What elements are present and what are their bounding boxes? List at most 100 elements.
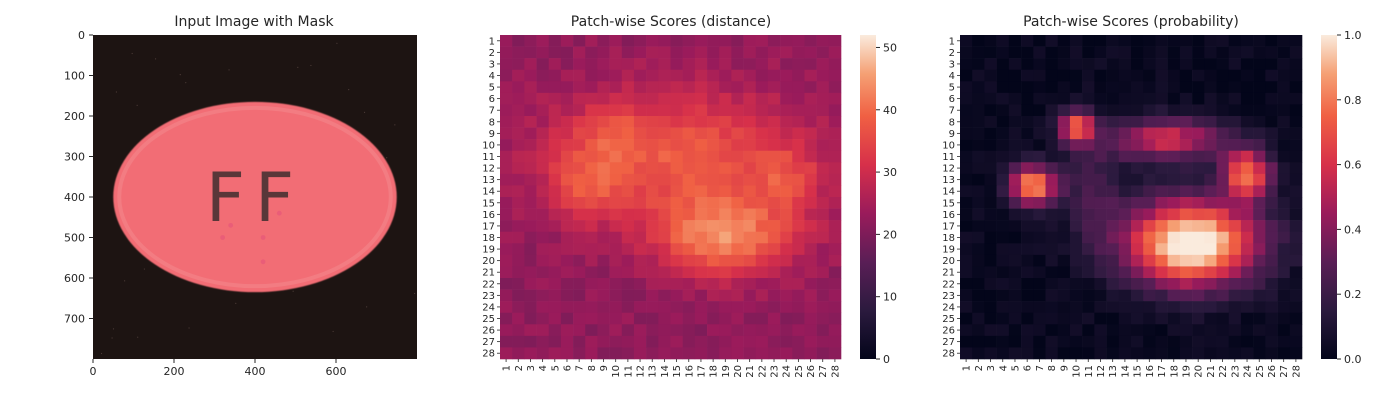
heatmap-cell xyxy=(560,139,574,152)
heatmap-cell xyxy=(816,231,830,244)
heatmap-cell xyxy=(816,301,830,314)
heatmap-cell xyxy=(597,254,610,267)
heatmap-cell xyxy=(731,266,744,279)
heatmap-cell xyxy=(1069,185,1083,198)
x-tick-label: 24 xyxy=(782,365,793,378)
heatmap-cell xyxy=(1216,324,1230,337)
heatmap-cell xyxy=(682,139,696,152)
heatmap-cell xyxy=(792,220,805,233)
heatmap-cell xyxy=(755,162,769,175)
heatmap-cell xyxy=(1192,81,1205,94)
heatmap-cell xyxy=(1216,289,1230,302)
heatmap-cell xyxy=(536,254,550,267)
heatmap-cell xyxy=(743,139,757,152)
heatmap-cell xyxy=(658,254,671,267)
heatmap-cell xyxy=(1289,289,1303,302)
heatmap-cell xyxy=(996,278,1010,290)
heatmap-cell xyxy=(1033,243,1046,256)
heatmap-cell xyxy=(548,116,562,128)
heatmap-cell xyxy=(792,243,805,256)
heatmap-cell xyxy=(670,150,683,163)
y-tick-label: 9 xyxy=(949,129,955,140)
heatmap-cell xyxy=(780,150,793,163)
heatmap-cell xyxy=(658,104,671,117)
heatmap-cell xyxy=(1277,162,1291,175)
heatmap-cell xyxy=(960,324,973,337)
heatmap-cell xyxy=(731,324,744,337)
heatmap-cell xyxy=(755,197,769,209)
heatmap-cell xyxy=(548,104,562,117)
heatmap-cell xyxy=(767,116,781,128)
heatmap-cell xyxy=(500,185,513,198)
heatmap-cell xyxy=(816,35,830,47)
heatmap-cell xyxy=(573,35,586,47)
heatmap-cell xyxy=(670,46,683,59)
heatmap-cell xyxy=(1008,81,1022,94)
x-tick-label: 14 xyxy=(1120,365,1131,378)
heatmap-cell xyxy=(1253,46,1266,59)
heatmap-cell xyxy=(500,197,513,209)
heatmap-cell xyxy=(972,173,985,186)
heatmap-cell xyxy=(1106,127,1120,140)
heatmap-cell xyxy=(560,104,574,117)
heatmap-cell xyxy=(1277,266,1291,279)
heatmap-cell xyxy=(707,335,720,348)
heatmap-cell xyxy=(1131,81,1144,94)
heatmap-cell xyxy=(1094,254,1107,267)
heatmap-cell xyxy=(1045,254,1059,267)
heatmap-cell xyxy=(573,324,586,337)
pill-spot xyxy=(260,235,266,240)
heatmap-cell xyxy=(1253,266,1266,279)
heatmap-cell xyxy=(1204,312,1217,325)
y-tick-label: 24 xyxy=(482,302,495,313)
heatmap-cell xyxy=(597,58,610,71)
heatmap-cell xyxy=(1069,266,1083,279)
heatmap-cell xyxy=(500,173,513,186)
heatmap-cell xyxy=(1240,243,1254,256)
heatmap-cell xyxy=(1216,92,1230,105)
heatmap-cell xyxy=(1289,92,1303,105)
y-tick-label: 6 xyxy=(949,94,955,105)
heatmap-cell xyxy=(804,69,817,82)
heatmap-cell xyxy=(960,185,973,198)
heatmap-cell xyxy=(1167,92,1181,105)
heatmap-cell xyxy=(1057,185,1071,198)
heatmap-cell xyxy=(585,312,598,325)
y-tick-label: 13 xyxy=(942,175,955,186)
heatmap-cell xyxy=(792,104,805,117)
heatmap-cell xyxy=(755,92,769,105)
heatmap-cell xyxy=(1069,347,1083,360)
heatmap-cell xyxy=(1021,81,1034,94)
heatmap-cell xyxy=(560,92,574,105)
heatmap-cell xyxy=(1021,231,1034,244)
heatmap-cell xyxy=(996,243,1010,256)
heatmap-cell xyxy=(658,301,671,314)
heatmap-cell xyxy=(1277,208,1291,221)
heatmap-cell xyxy=(804,139,817,152)
heatmap-cell xyxy=(524,243,537,256)
heatmap-cell xyxy=(1289,324,1303,337)
heatmap-cell xyxy=(960,139,973,152)
heatmap-cell xyxy=(512,139,525,152)
heatmap-cell xyxy=(621,139,635,152)
heatmap-cell xyxy=(1179,58,1193,71)
heatmap-cell xyxy=(1265,266,1278,279)
heatmap-cell xyxy=(1082,58,1095,71)
heatmap-cell xyxy=(780,127,793,140)
heatmap-cell xyxy=(621,335,635,348)
heatmap-cell xyxy=(755,58,769,71)
heatmap-cell xyxy=(1057,208,1071,221)
heatmap-cell xyxy=(780,185,793,198)
heatmap-cell xyxy=(646,139,659,152)
heatmap-cell xyxy=(1265,208,1278,221)
heatmap-cell xyxy=(767,150,781,163)
heatmap-cell xyxy=(731,81,744,94)
heatmap-cell xyxy=(1069,92,1083,105)
heatmap-cell xyxy=(1155,347,1168,360)
heatmap-cell xyxy=(646,347,659,360)
x-tick-label: 5 xyxy=(1010,365,1021,371)
colorbar-tick-label: 50 xyxy=(883,41,897,54)
heatmap-cell xyxy=(548,92,562,105)
heatmap-cell xyxy=(1045,312,1059,325)
heatmap-cell xyxy=(792,278,805,290)
